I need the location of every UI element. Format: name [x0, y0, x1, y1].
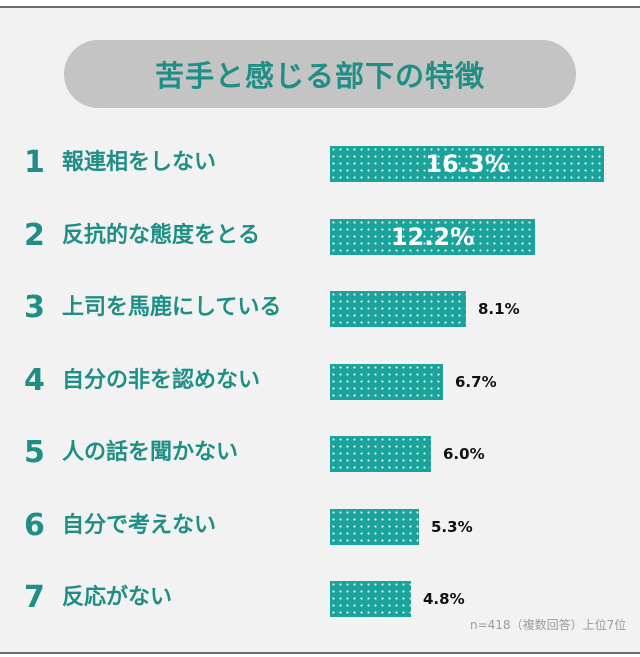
rank-number: 2 — [24, 217, 45, 253]
rank-number: 1 — [24, 145, 45, 180]
value-label: 6.0% — [443, 445, 485, 463]
sample-note: n=418（複数回答）上位7位 — [470, 618, 627, 632]
value-label: 16.3% — [425, 150, 509, 178]
category-label: 自分で考えない — [62, 512, 217, 538]
bar: 16.3% — [330, 146, 604, 182]
bar — [330, 291, 466, 327]
bar-row: 7 反応がない 4.8% — [0, 578, 640, 618]
value-label: 12.2% — [390, 222, 475, 251]
category-label: 反抗的な態度をとる — [62, 222, 261, 248]
category-label: 自分の非を認めない — [62, 367, 261, 393]
value-label: 6.7% — [455, 372, 497, 391]
bar — [330, 581, 411, 617]
title-pill: 苦手と感じる部下の特徴 — [64, 40, 576, 108]
bar — [330, 436, 431, 472]
bar-row: 5 人の話を聞かない 6.0% — [0, 433, 640, 473]
value-label: 8.1% — [478, 300, 520, 318]
rank-number: 5 — [24, 435, 45, 470]
value-label: 4.8% — [423, 590, 465, 608]
rank-number: 3 — [24, 290, 45, 325]
rank-number: 7 — [24, 580, 45, 615]
rank-number: 6 — [24, 507, 45, 543]
bar — [330, 363, 443, 400]
bar — [330, 508, 419, 545]
bar-row: 4 自分の非を認めない 6.7% — [0, 361, 640, 401]
category-label: 報連相をしない — [62, 150, 217, 175]
chart-title: 苦手と感じる部下の特徴 — [154, 59, 485, 93]
value-label: 5.3% — [431, 517, 473, 536]
rank-number: 4 — [24, 362, 45, 398]
category-label: 反応がない — [62, 585, 173, 610]
category-label: 人の話を聞かない — [62, 440, 239, 465]
bar-row: 3 上司を馬鹿にしている 8.1% — [0, 288, 640, 328]
chart-frame: 苦手と感じる部下の特徴 — [0, 6, 640, 654]
bar: 12.2% — [330, 218, 535, 255]
bar-row: 1 報連相をしない 16.3% — [0, 143, 640, 183]
bar-row: 2 反抗的な態度をとる 12.2% — [0, 216, 640, 256]
category-label: 上司を馬鹿にしている — [62, 295, 282, 320]
bar-row: 6 自分で考えない 5.3% — [0, 506, 640, 546]
